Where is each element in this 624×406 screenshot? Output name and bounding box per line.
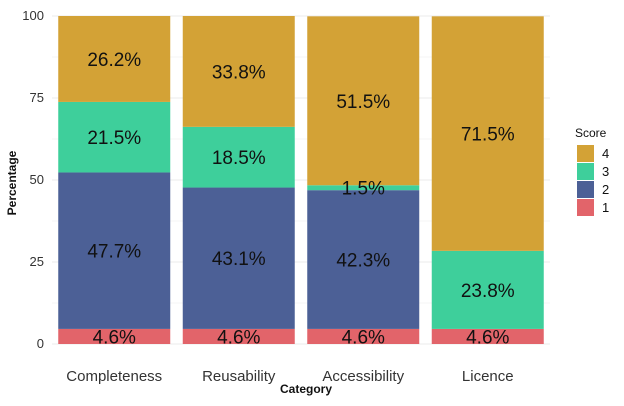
- y-tick-label: 0: [37, 336, 44, 351]
- bar-segment-licence-score-3: [431, 250, 544, 329]
- data-label: 71.5%: [461, 125, 515, 146]
- data-label: 18.5%: [212, 148, 266, 169]
- legend: Score 4 3 2 1: [575, 126, 609, 216]
- bar-segment-completeness-score-2: [58, 172, 171, 329]
- bar-segment-reusability-score-2: [182, 187, 295, 329]
- bar-segment-licence-score-1: [431, 328, 544, 344]
- bar-segment-accessibility-score-3: [307, 185, 420, 191]
- x-axis-title: Category: [280, 382, 332, 396]
- x-tick-label: Licence: [462, 368, 514, 385]
- bar-segment-licence-score-4: [431, 16, 544, 251]
- legend-swatch: [577, 199, 594, 216]
- data-label: 21.5%: [87, 128, 141, 149]
- bar-segment-accessibility-score-2: [307, 190, 420, 329]
- bar-segment-completeness-score-3: [58, 101, 171, 173]
- data-labels: 4.6% 47.7% 21.5% 26.2% 4.6% 43.1% 18.5% 33.8% 4.…: [87, 50, 514, 348]
- y-axis: 0 25 50 75 100: [22, 8, 44, 351]
- data-label: 1.5%: [342, 179, 385, 200]
- data-label: 4.6%: [93, 327, 136, 348]
- legend-swatch: [577, 145, 594, 162]
- y-tick-label: 75: [30, 90, 44, 105]
- data-label: 42.3%: [336, 251, 390, 272]
- x-axis: Completeness Reusability Accessibility Lice…: [66, 368, 513, 385]
- bar-segment-reusability-score-4: [182, 16, 295, 127]
- bar-segment-completeness-score-4: [58, 16, 171, 102]
- data-label: 51.5%: [336, 92, 390, 113]
- legend-label: 2: [602, 182, 609, 197]
- x-tick-label: Reusability: [202, 368, 276, 385]
- bar-segment-completeness-score-1: [58, 328, 171, 344]
- bar-segment-reusability-score-1: [182, 328, 295, 344]
- legend-label: 4: [602, 146, 609, 161]
- y-tick-label: 100: [22, 8, 44, 23]
- data-label: 4.6%: [466, 327, 509, 348]
- x-tick-label: Completeness: [66, 368, 162, 385]
- data-label: 4.6%: [217, 327, 260, 348]
- data-label: 33.8%: [212, 62, 266, 83]
- data-label: 26.2%: [87, 50, 141, 71]
- legend-items: 4 3 2 1: [577, 145, 609, 216]
- bars: [58, 16, 544, 344]
- legend-label: 3: [602, 164, 609, 179]
- y-tick-label: 50: [30, 172, 44, 187]
- y-tick-label: 25: [30, 254, 44, 269]
- x-tick-label: Accessibility: [322, 368, 404, 385]
- legend-label: 1: [602, 200, 609, 215]
- bar-segment-accessibility-score-1: [307, 328, 420, 344]
- legend-title: Score: [575, 126, 607, 140]
- y-axis-title: Percentage: [5, 150, 19, 215]
- data-label: 4.6%: [342, 327, 385, 348]
- bar-segment-reusability-score-3: [182, 126, 295, 188]
- data-label: 47.7%: [87, 242, 141, 263]
- data-label: 23.8%: [461, 281, 515, 302]
- data-label: 43.1%: [212, 249, 266, 270]
- bar-segment-accessibility-score-4: [307, 16, 420, 186]
- legend-swatch: [577, 181, 594, 198]
- legend-swatch: [577, 163, 594, 180]
